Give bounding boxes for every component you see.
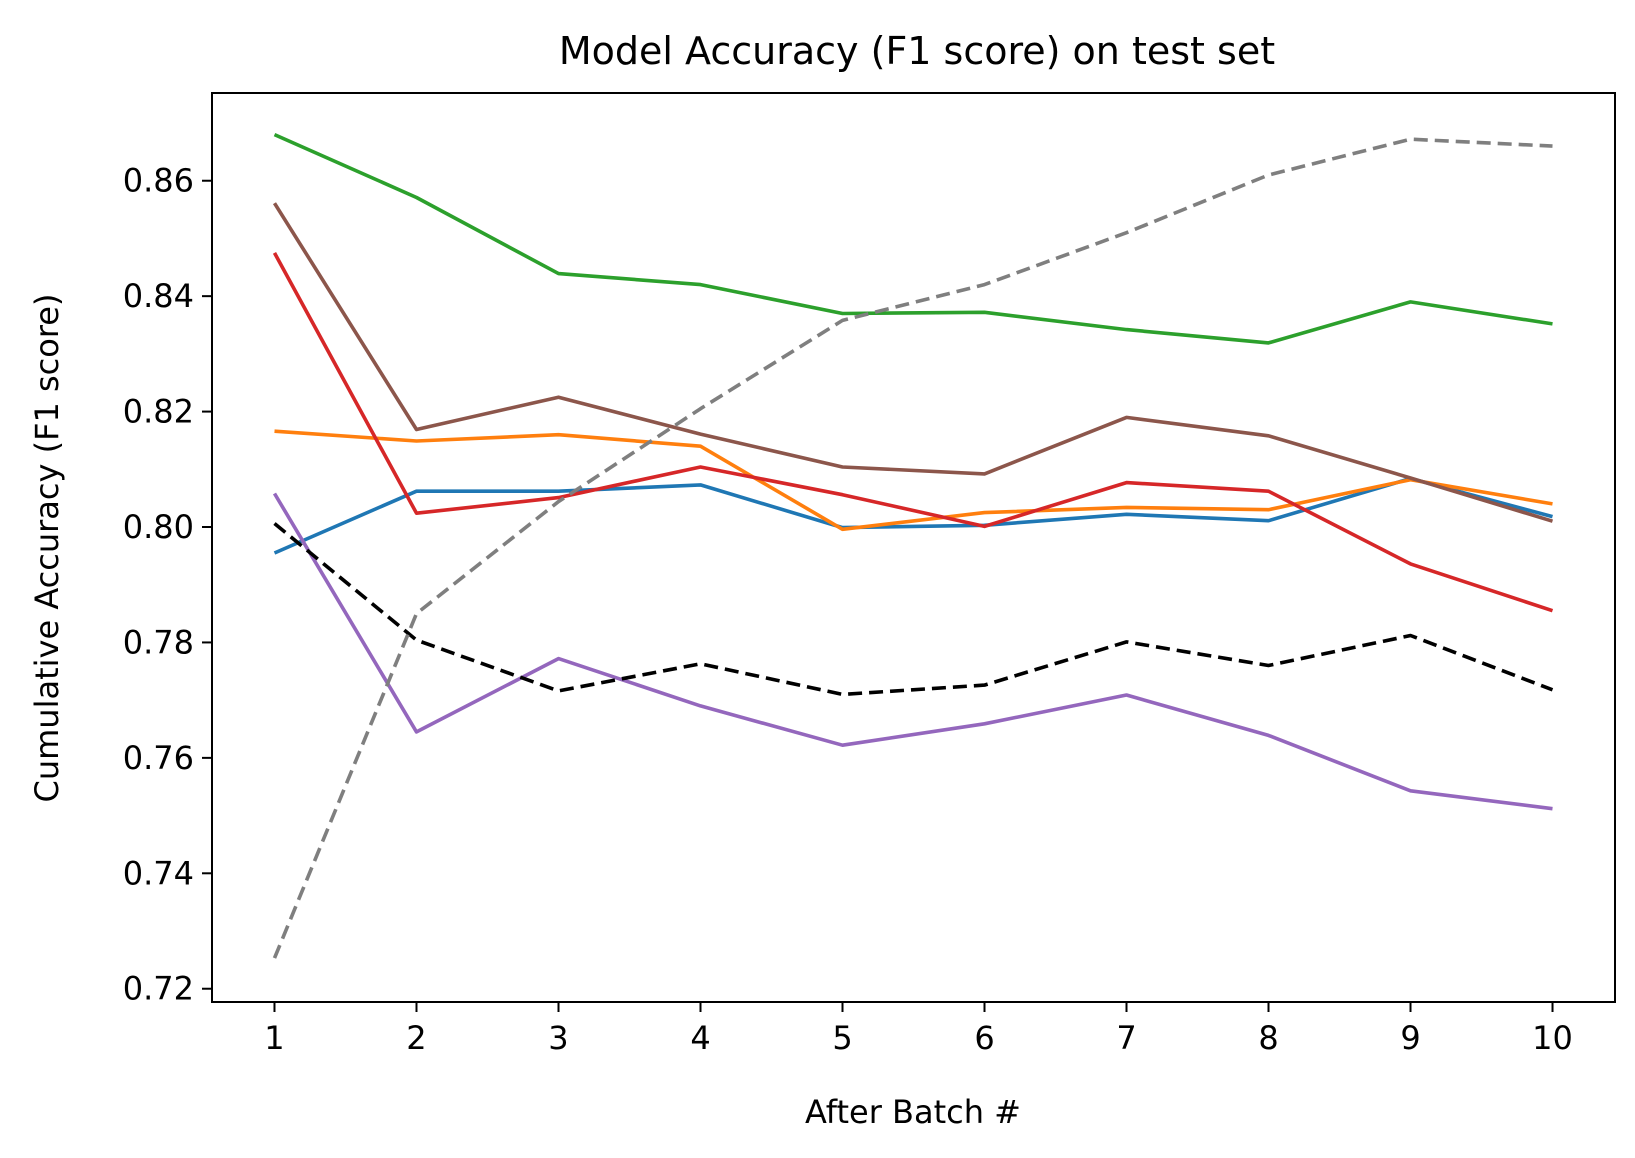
- y-tick-label: 0.74: [123, 854, 194, 892]
- y-tick-label: 0.86: [123, 162, 194, 200]
- x-tick-label: 5: [832, 1019, 852, 1057]
- x-axis: 1 2 3 4 5 6 7 8 9 10: [264, 1002, 1573, 1057]
- series-line-8: [272, 137, 1553, 959]
- x-tick-label: 3: [548, 1019, 568, 1057]
- chart-title: Model Accuracy (F1 score) on test set: [559, 29, 1275, 73]
- y-axis: 0.72 0.74 0.76 0.78 0.80 0.82 0.84 0.86: [123, 162, 212, 1008]
- x-tick-label: 9: [1400, 1019, 1420, 1057]
- plot-frame: [211, 92, 1616, 1003]
- y-tick-label: 0.72: [123, 970, 194, 1008]
- series-line-6: [272, 202, 1554, 523]
- x-tick-label: 8: [1258, 1019, 1278, 1057]
- series-line-3: [273, 132, 1553, 345]
- series-line-1: [273, 476, 1553, 555]
- series-line-4: [272, 252, 1554, 613]
- y-tick-label: 0.76: [123, 739, 194, 777]
- x-tick-label: 4: [690, 1019, 710, 1057]
- x-tick-label: 7: [1116, 1019, 1136, 1057]
- x-tick-label: 2: [406, 1019, 426, 1057]
- series-line-5: [272, 492, 1553, 811]
- plot-lines: [272, 132, 1554, 959]
- series-line-7: [273, 522, 1554, 697]
- x-tick-label: 6: [974, 1019, 994, 1057]
- y-axis-label: Cumulative Accuracy (F1 score): [28, 294, 66, 803]
- y-tick-label: 0.80: [123, 508, 194, 546]
- y-tick-label: 0.78: [123, 623, 194, 661]
- x-tick-label: 10: [1532, 1019, 1573, 1057]
- x-tick-label: 1: [264, 1019, 284, 1057]
- y-tick-label: 0.82: [123, 393, 194, 431]
- series-line-2: [274, 429, 1553, 532]
- y-tick-label: 0.84: [123, 277, 194, 315]
- x-axis-label: After Batch #: [805, 1093, 1021, 1131]
